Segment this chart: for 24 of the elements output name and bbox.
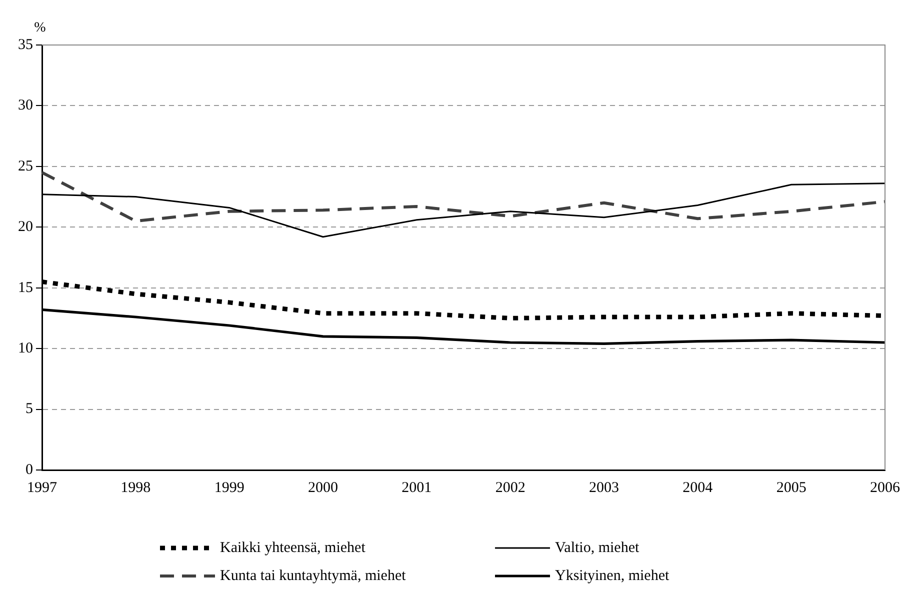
- y-tick-label: 15: [18, 280, 33, 296]
- x-tick-label: 1999: [214, 480, 244, 496]
- x-tick-label: 2005: [776, 480, 806, 496]
- legend-label: Kaikki yhteensä, miehet: [220, 540, 366, 556]
- legend-label: Valtio, miehet: [555, 540, 640, 556]
- y-tick-label: 30: [18, 98, 33, 114]
- legend-label: Yksityinen, miehet: [555, 568, 670, 584]
- x-tick-label: 1997: [27, 480, 58, 496]
- x-tick-label: 2002: [495, 480, 526, 496]
- x-tick-label: 2000: [308, 480, 338, 496]
- y-tick-label: 25: [18, 158, 33, 174]
- x-tick-label: 2006: [870, 480, 900, 496]
- y-tick-label: 20: [18, 219, 33, 236]
- line-series: [40, 171, 886, 223]
- x-tick-label: 2004: [682, 480, 714, 496]
- y-axis-title: %: [34, 20, 46, 36]
- y-tick-label: 10: [18, 340, 33, 357]
- y-tick-label: 5: [26, 401, 33, 418]
- y-tick-label: 0: [26, 462, 33, 478]
- x-tick-label: 2003: [589, 480, 619, 496]
- y-tick-label: 35: [18, 36, 33, 53]
- legend-label: Kunta tai kuntayhtymä, miehet: [220, 568, 407, 584]
- x-tick-label: 1998: [120, 480, 151, 496]
- x-tick-label: 2001: [402, 480, 432, 496]
